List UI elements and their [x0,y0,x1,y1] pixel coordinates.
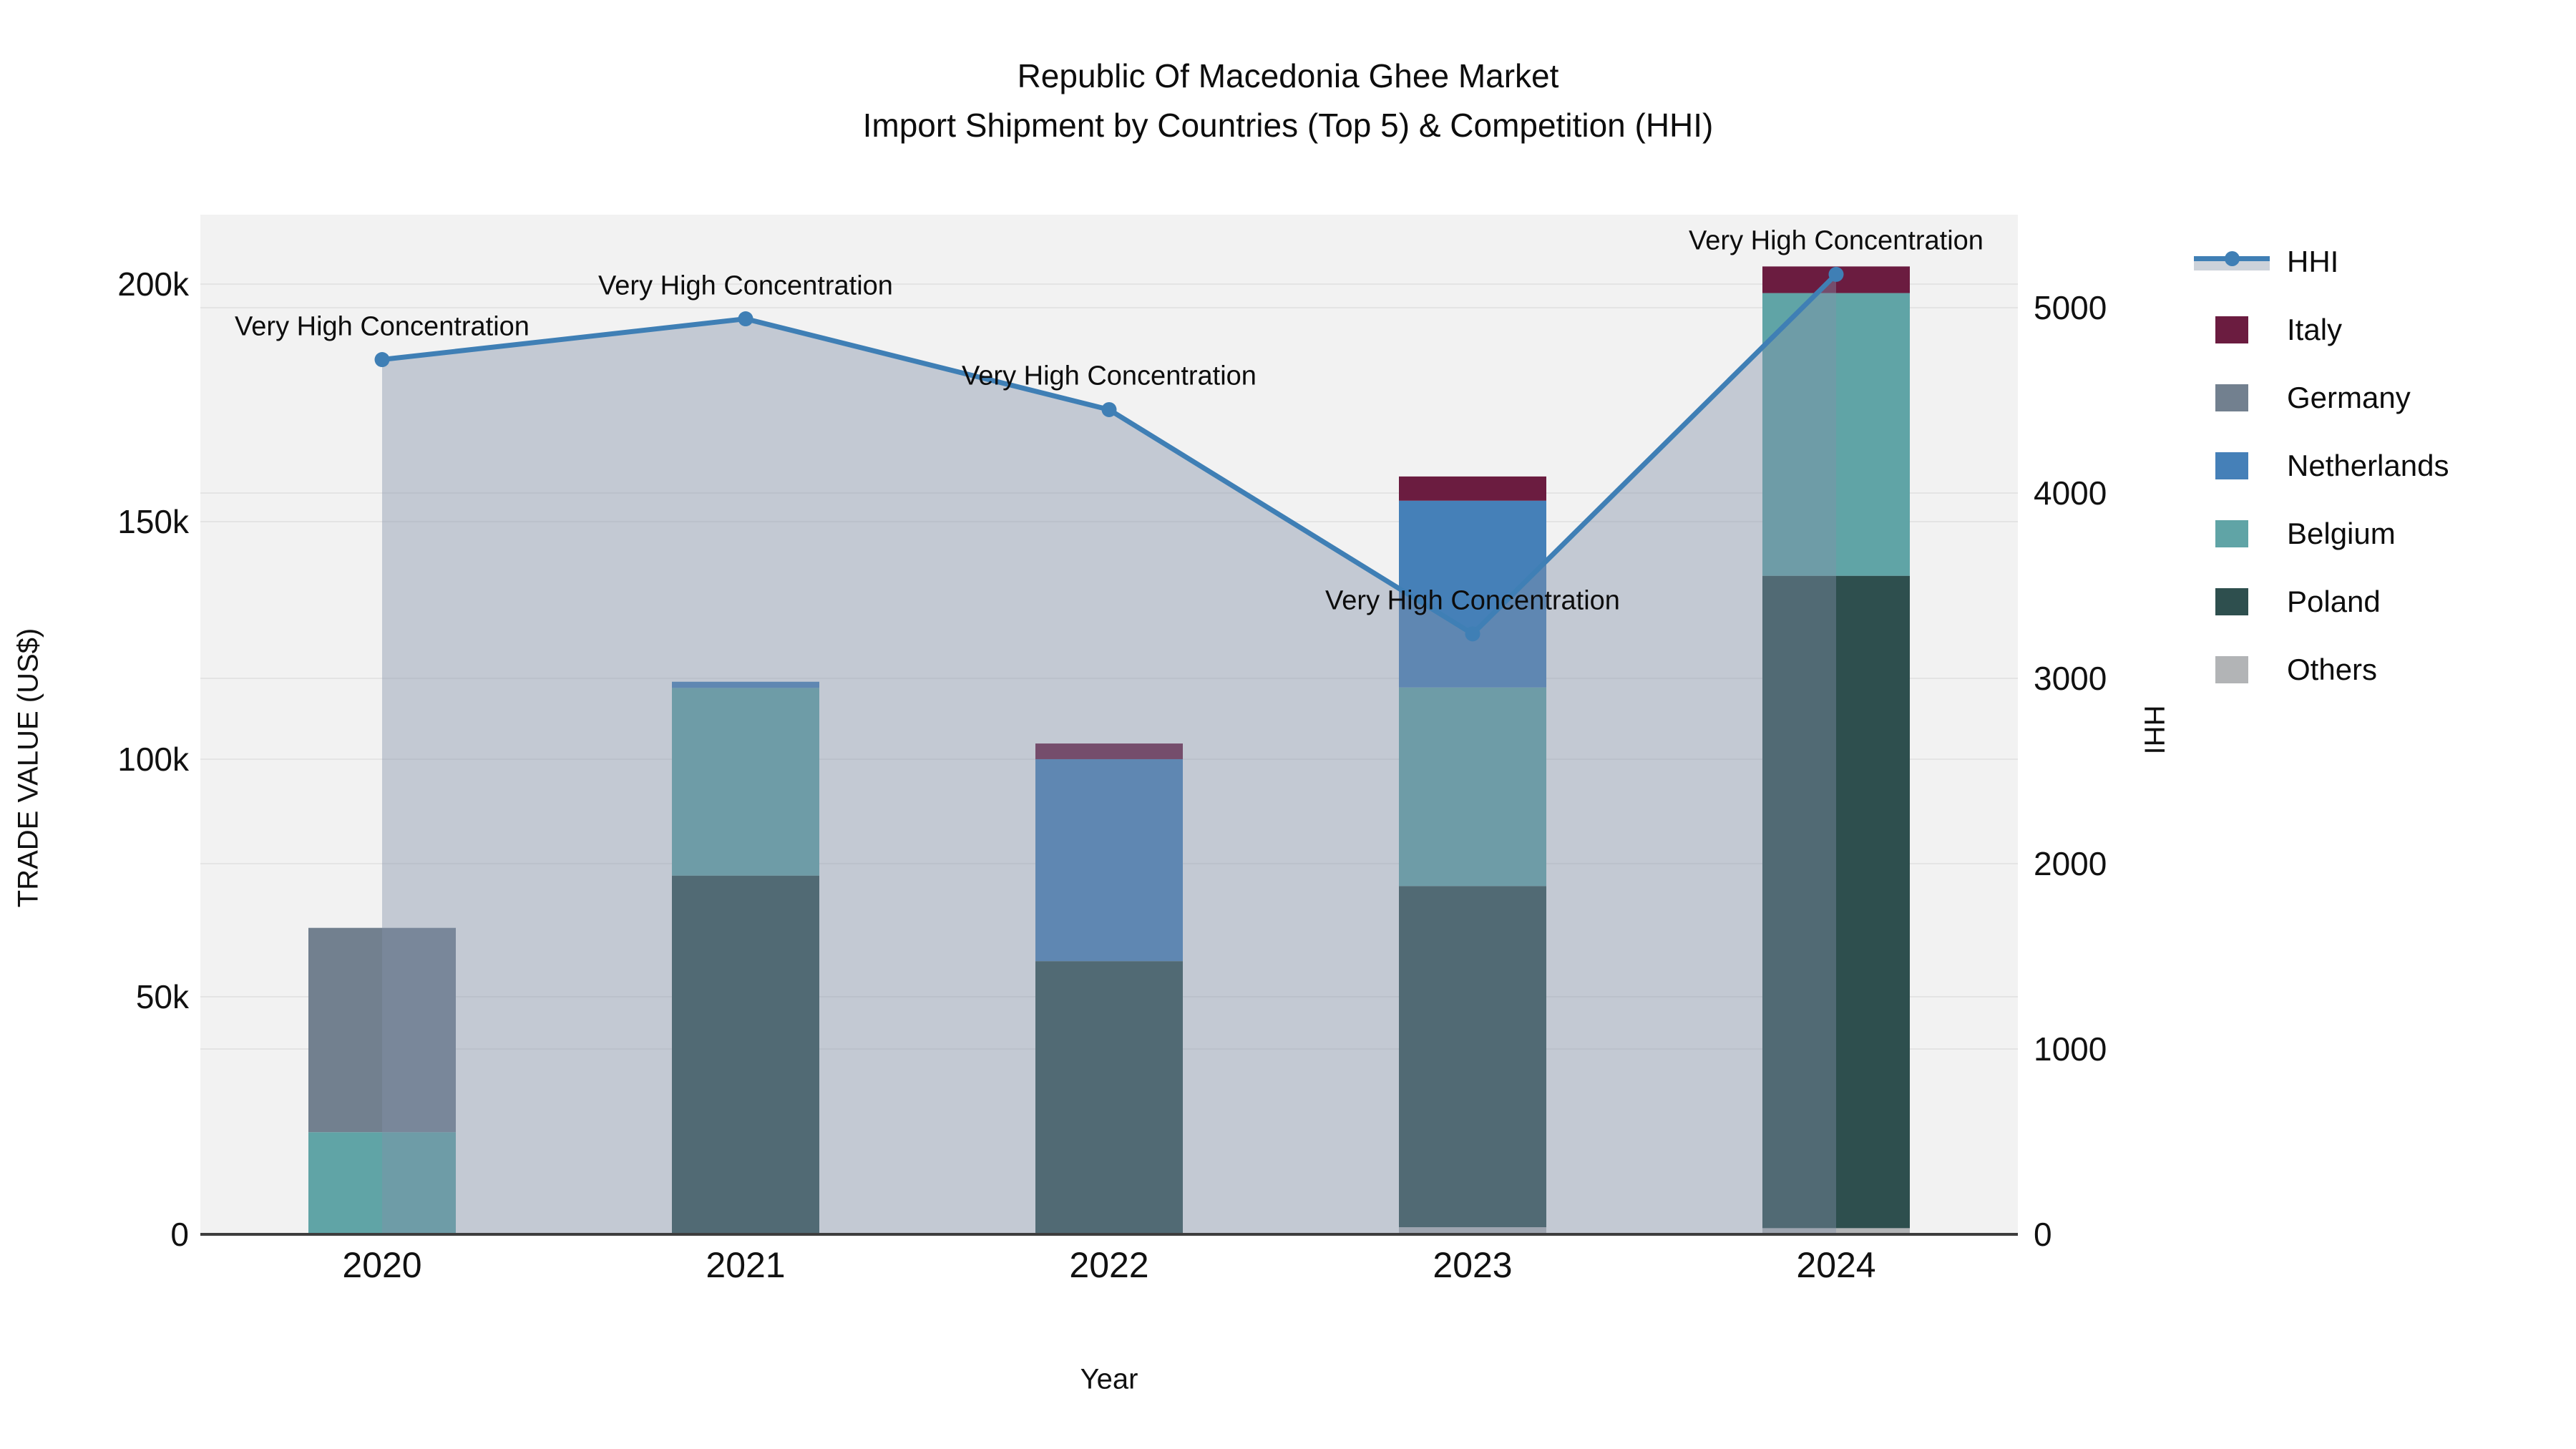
legend-label-hhi: HHI [2287,244,2339,278]
hhi-marker-2021 [738,311,753,327]
bar-segment-germany-2020 [308,927,456,1133]
x-axis-tick-2023: 2023 [1433,1245,1513,1285]
legend-label-netherlands: Netherlands [2287,448,2449,482]
legend-item-germany: Germany [2190,364,2449,431]
legend: HHI Italy Germany Netherlands Belgium Poland O… [2190,228,2449,703]
hhi-annotation-2021: Very High Concentration [598,270,893,301]
color-swatch-icon [2215,384,2248,411]
x-axis-title: Year [1080,1363,1138,1395]
y-axis-tick-left: 200k [117,265,189,303]
y-axis-tick-left: 50k [135,977,189,1015]
legend-item-hhi: HHI [2190,228,2449,296]
bar-segment-others-2024 [1762,1228,1910,1234]
bar-segment-italy-2023 [1399,476,1546,501]
x-axis-tick-2021: 2021 [706,1245,786,1285]
hhi-line-sample-icon [2194,246,2270,278]
legend-label-germany: Germany [2287,380,2411,414]
y-axis-tick-left: 150k [117,502,189,540]
y-axis-tick-right: 5000 [2034,289,2107,327]
bar-segment-netherlands-2021 [672,681,819,688]
chart-title-line2: Import Shipment by Countries (Top 5) & C… [862,107,1714,144]
x-axis-tick-2022: 2022 [1069,1245,1149,1285]
color-swatch-icon [2215,452,2248,479]
legend-swatch-belgium [2190,519,2274,547]
legend-swatch-germany [2190,384,2274,411]
legend-item-poland: Poland [2190,567,2449,635]
hhi-marker-2024 [1828,266,1844,282]
legend-swatch-others [2190,655,2274,683]
legend-swatch-italy [2190,316,2274,343]
hhi-marker-2020 [374,352,390,368]
hhi-area-fill [382,274,1836,1234]
color-swatch-icon [2215,519,2248,547]
chart-title: Republic Of Macedonia Ghee Market Import… [863,52,1714,150]
hhi-marker-2022 [1101,401,1117,417]
bar-segment-netherlands-2023 [1399,500,1546,688]
x-axis-tick-2024: 2024 [1796,1245,1876,1285]
bar-segment-poland-2022 [1035,961,1183,1234]
bar-segment-italy-2022 [1035,743,1183,759]
y-axis-tick-right: 2000 [2034,845,2107,882]
y-axis-tick-right: 1000 [2034,1030,2107,1068]
y-axis-tick-left: 100k [117,740,189,778]
y-axis-title-right: HHI [2138,705,2170,755]
color-swatch-icon [2215,655,2248,683]
legend-label-belgium: Belgium [2287,516,2396,550]
legend-label-others: Others [2287,652,2378,686]
legend-item-netherlands: Netherlands [2190,431,2449,499]
chart-title-line1: Republic Of Macedonia Ghee Market [1017,57,1559,94]
y-axis-tick-right: 0 [2034,1216,2052,1253]
hhi-annotation-2023: Very High Concentration [1325,585,1620,616]
legend-swatch-netherlands [2190,452,2274,479]
legend-label-poland: Poland [2287,584,2381,618]
legend-line-sample [2190,246,2274,278]
bar-segment-poland-2021 [672,875,819,1234]
bar-segment-poland-2024 [1762,575,1910,1229]
bar-segment-belgium-2020 [308,1132,456,1234]
x-axis-tick-2020: 2020 [342,1245,422,1285]
hhi-annotation-2022: Very High Concentration [962,361,1257,391]
bar-segment-belgium-2024 [1762,293,1910,576]
bar-segment-belgium-2021 [672,688,819,876]
hhi-annotation-2020: Very High Concentration [235,311,530,342]
legend-swatch-poland [2190,587,2274,615]
y-axis-tick-right: 4000 [2034,474,2107,512]
legend-label-italy: Italy [2287,312,2343,346]
legend-item-belgium: Belgium [2190,499,2449,567]
hhi-annotation-2024: Very High Concentration [1689,225,1984,256]
y-axis-tick-left: 0 [170,1216,189,1253]
legend-item-others: Others [2190,635,2449,703]
color-swatch-icon [2215,587,2248,615]
bar-segment-poland-2023 [1399,886,1546,1228]
bar-segment-belgium-2023 [1399,687,1546,887]
hhi-marker-2023 [1465,626,1480,642]
y-axis-tick-right: 3000 [2034,660,2107,697]
legend-item-italy: Italy [2190,296,2449,364]
bar-segment-others-2023 [1399,1227,1546,1234]
color-swatch-icon [2215,316,2248,343]
bar-segment-netherlands-2022 [1035,758,1183,962]
y-axis-title-left: TRADE VALUE (US$) [12,628,44,907]
